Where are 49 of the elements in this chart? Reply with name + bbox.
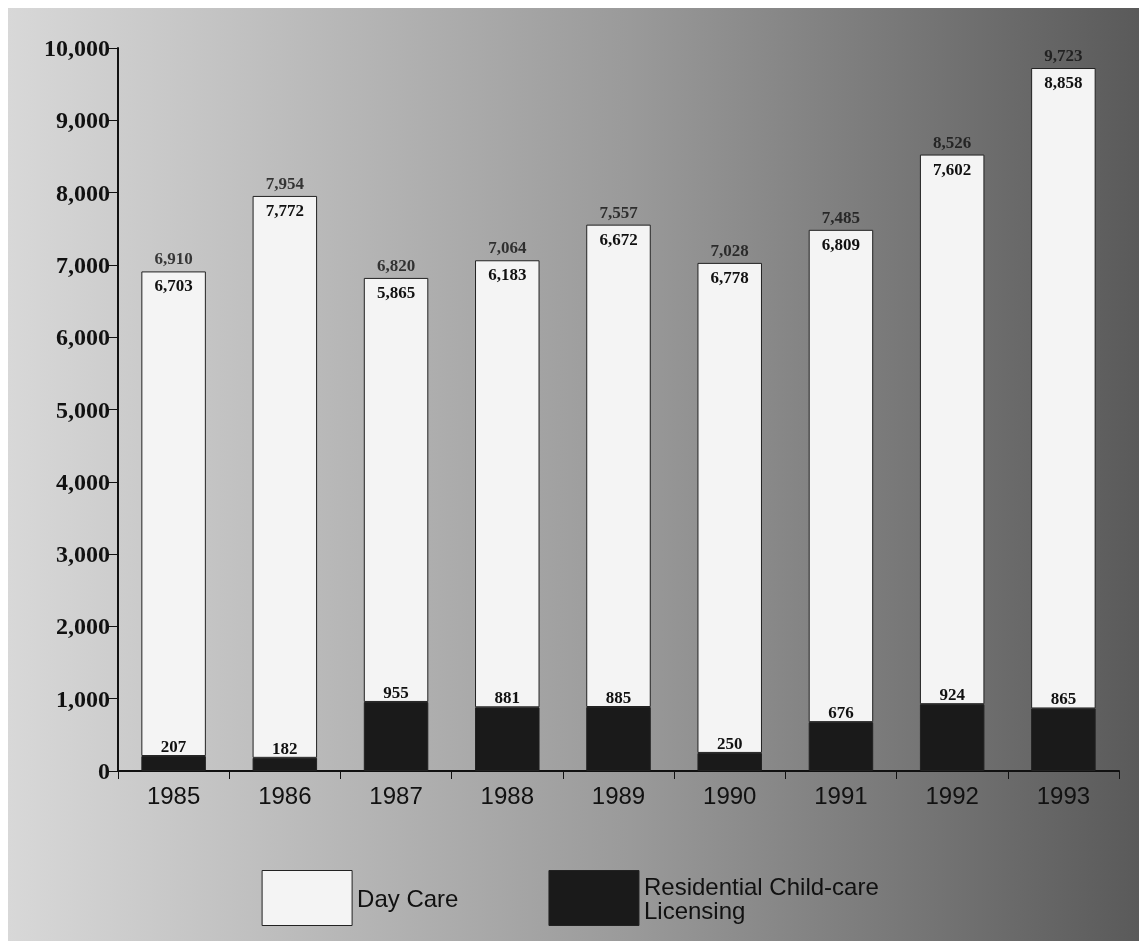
x-tick-label: 1986 xyxy=(258,781,312,809)
y-tick-label: 9,000 xyxy=(56,107,110,134)
total-label: 8,526 xyxy=(933,132,972,152)
y-tick-label: 5,000 xyxy=(56,396,110,423)
y-tick-label: 0 xyxy=(98,758,110,784)
legend-label: Residential Child-care Licensing xyxy=(643,872,886,924)
total-label: 6,910 xyxy=(154,249,193,269)
legend-label: Day Care xyxy=(357,884,459,912)
total-label: 9,723 xyxy=(1044,46,1083,66)
x-tick-label: 1992 xyxy=(925,781,979,809)
data-label: 881 xyxy=(494,688,521,708)
total-label: 7,064 xyxy=(488,238,527,258)
x-tick-label: 1989 xyxy=(591,781,646,809)
data-label: 885 xyxy=(605,688,632,708)
data-label: 924 xyxy=(939,685,966,705)
data-label: 6,672 xyxy=(599,229,638,249)
y-tick-label: 6,000 xyxy=(56,324,110,351)
total-label: 7,557 xyxy=(599,202,639,222)
x-tick-label: 1985 xyxy=(146,781,201,809)
data-label: 182 xyxy=(272,738,298,758)
data-label: 6,183 xyxy=(488,265,527,285)
data-label: 7,772 xyxy=(265,200,304,220)
x-tick-label: 1991 xyxy=(814,781,868,809)
x-tick-label: 1987 xyxy=(369,781,423,809)
y-tick-label: 10,000 xyxy=(44,35,110,61)
data-label: 676 xyxy=(828,703,854,723)
y-tick-label: 4,000 xyxy=(56,468,110,495)
y-tick-label: 3,000 xyxy=(56,541,110,568)
data-label: 865 xyxy=(1050,689,1077,709)
total-label: 7,485 xyxy=(821,207,861,227)
data-label: 7,602 xyxy=(933,159,972,179)
data-label: 6,778 xyxy=(710,267,749,287)
y-tick-label: 8,000 xyxy=(56,179,110,206)
x-tick-label: 1993 xyxy=(1036,781,1091,809)
y-tick-label: 2,000 xyxy=(56,613,110,640)
y-tick-label: 1,000 xyxy=(56,685,110,712)
data-label: 207 xyxy=(160,737,187,757)
data-label: 6,809 xyxy=(821,234,861,254)
data-label: 8,858 xyxy=(1044,73,1083,93)
total-label: 6,820 xyxy=(376,255,416,275)
x-tick-label: 1988 xyxy=(480,781,534,809)
x-tick-label: 1990 xyxy=(703,781,757,809)
data-label: 6,703 xyxy=(154,276,193,296)
data-label: 5,865 xyxy=(376,282,416,302)
total-label: 7,028 xyxy=(710,240,749,260)
data-label: 955 xyxy=(383,682,409,702)
total-label: 7,954 xyxy=(265,173,305,193)
y-tick-label: 7,000 xyxy=(56,251,110,278)
data-label: 250 xyxy=(716,733,743,753)
